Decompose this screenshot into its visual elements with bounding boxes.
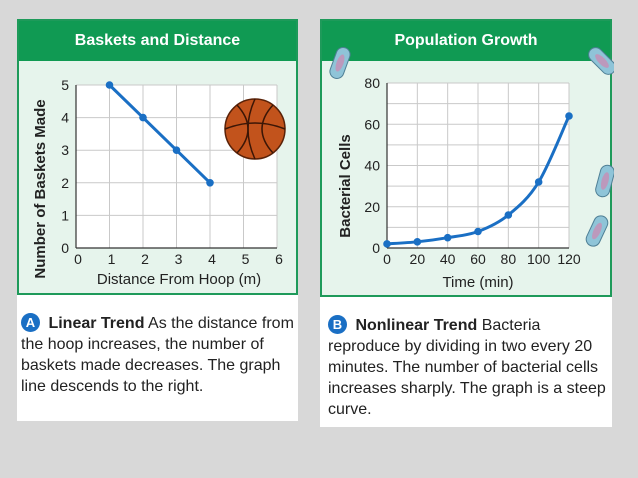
- x-tick-label: 3: [175, 251, 183, 267]
- data-point: [474, 227, 482, 236]
- y-tick-label: 20: [364, 199, 380, 215]
- x-tick-label: 20: [410, 251, 426, 267]
- y-tick-label: 5: [61, 77, 69, 93]
- x-axis-label: Time (min): [442, 274, 513, 291]
- x-tick-label: 60: [470, 251, 486, 267]
- y-tick-label: 3: [61, 142, 69, 158]
- x-tick-label: 5: [242, 251, 250, 267]
- data-point: [413, 238, 422, 246]
- panel-nonlinear-trend: Population Growth 0 20 40 60 80 100 120 0 20 40 60…: [320, 19, 614, 427]
- data-point: [504, 211, 513, 219]
- y-tick-label: 0: [61, 240, 69, 256]
- x-tick-label: 40: [440, 251, 456, 267]
- caption-title-b: Nonlinear Trend: [355, 317, 478, 334]
- series-line: [108, 83, 212, 184]
- x-tick-label: 1: [108, 251, 116, 267]
- data-point: [383, 240, 391, 248]
- bacteria-icon: [588, 47, 614, 75]
- x-tick-label: 100: [527, 251, 551, 267]
- chart-frame-b: Population Growth 0 20 40 60 80 100 120 0 20 40 60…: [320, 19, 614, 297]
- y-tick-label: 4: [61, 110, 69, 126]
- basketball-body: [224, 98, 286, 160]
- data-point: [172, 146, 181, 154]
- y-tick-label: 2: [61, 175, 69, 191]
- x-tick-label: 80: [501, 251, 517, 267]
- y-tick-label: 60: [364, 116, 380, 132]
- data-point: [534, 178, 543, 186]
- chart-frame-a: Baskets and Distance 0 1 2 3 4 5 6 0 1 2 3 4 5 Distan…: [17, 19, 298, 295]
- y-tick-label: 40: [364, 158, 380, 174]
- bacteria-nucleus: [592, 222, 602, 240]
- x-tick-label: 2: [141, 251, 149, 267]
- basketball-seam: [236, 104, 249, 154]
- caption-text-b: Bacteria reproduce by dividing in two ev…: [328, 317, 606, 418]
- data-point: [206, 179, 214, 187]
- x-axis-label: Distance From Hoop (m): [97, 271, 261, 288]
- chart-title: Population Growth: [322, 21, 610, 61]
- data-point: [139, 113, 147, 122]
- panel-linear-trend: Baskets and Distance 0 1 2 3 4 5 6 0 1 2 3 4 5 Distan…: [17, 19, 298, 421]
- bacteria-icon: [585, 215, 609, 247]
- caption-a: A Linear Trend As the distance from the …: [21, 313, 296, 397]
- data-point: [443, 233, 452, 242]
- population-chart: 0 20 40 60 80 100 120 0 20 40 60 80 Time (min) Bacter…: [329, 47, 614, 291]
- chart-title: Baskets and Distance: [19, 21, 296, 61]
- x-tick-label: 4: [208, 251, 216, 267]
- bacteria-nucleus: [595, 54, 609, 68]
- y-tick-label: 80: [364, 75, 380, 91]
- basketball-icon: [224, 98, 286, 160]
- basketball-seam: [261, 104, 274, 154]
- data-point: [105, 81, 114, 89]
- x-tick-label: 120: [557, 251, 581, 267]
- caption-title-a: Linear Trend: [48, 315, 145, 332]
- x-tick-label: 6: [275, 251, 283, 267]
- data-point: [565, 112, 573, 120]
- x-tick-label: 0: [74, 251, 82, 267]
- y-tick-label: 1: [61, 207, 69, 223]
- x-tick-label: 0: [383, 251, 391, 267]
- caption-text-a: As the distance from the hoop increases,…: [21, 315, 294, 395]
- basketball-seam: [224, 122, 286, 130]
- bacteria-nucleus: [600, 172, 610, 190]
- y-axis-label: Number of Baskets Made: [32, 99, 49, 278]
- y-tick-label: 0: [372, 240, 380, 256]
- bacteria-icon: [595, 164, 614, 198]
- badge-b: B: [328, 315, 347, 334]
- y-axis-label: Bacterial Cells: [337, 134, 354, 237]
- badge-a: A: [21, 313, 40, 332]
- caption-b: B Nonlinear Trend Bacteria reproduce by …: [328, 315, 612, 420]
- baskets-chart: 0 1 2 3 4 5 6 0 1 2 3 4 5 Distance From Hoop (m) Numbe…: [32, 77, 286, 288]
- bacteria-nucleus: [335, 54, 345, 72]
- bacteria-icon: [329, 47, 351, 79]
